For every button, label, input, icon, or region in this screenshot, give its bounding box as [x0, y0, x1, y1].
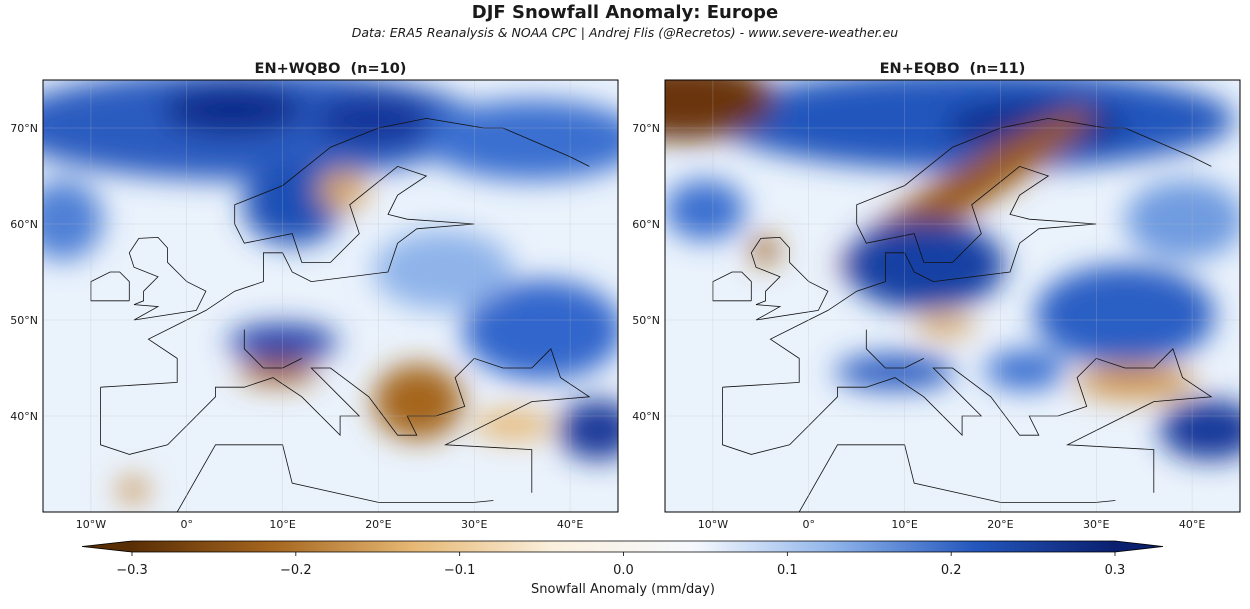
map-field — [43, 80, 618, 512]
x-tick-label: 20°E — [365, 518, 391, 531]
x-tick-label: 40°E — [557, 518, 583, 531]
frame — [42, 79, 619, 513]
colorbar-tick-label: 0.3 — [1105, 563, 1126, 578]
map-panel: 10°W 0° 10°E 20°E 30°E 40°E 40°N 50°N 60°N 70°N — [632, 79, 1241, 531]
panel-title: EN+WQBO (n=10) — [255, 61, 407, 77]
colorbar: Snowfall Anomaly (mm/day) −0.3 −0.2 −0.1 0.… — [81, 540, 1164, 597]
coastline — [712, 117, 1213, 512]
colorbar-extend-high — [1115, 541, 1163, 552]
y-tick-label: 70°N — [10, 122, 38, 135]
x-tick-label: 40°E — [1179, 518, 1205, 531]
subtitle: Data: ERA5 Reanalysis & NOAA CPC | Andre… — [352, 25, 899, 40]
x-tick-label: 10°E — [891, 518, 917, 531]
y-tick-label: 40°N — [10, 410, 38, 423]
graticule — [665, 80, 1240, 512]
colorbar-body — [132, 541, 1115, 552]
colorbar-extend-low — [82, 541, 132, 552]
y-tick-label: 50°N — [632, 314, 660, 327]
colorbar-tick-label: −0.1 — [444, 563, 476, 578]
coastline — [90, 117, 591, 512]
y-tick-label: 60°N — [632, 218, 660, 231]
y-tick-label: 70°N — [632, 122, 660, 135]
graticule — [43, 80, 618, 512]
colorbar-tick-label: 0.0 — [613, 563, 634, 578]
map-panel: 10°W 0° 10°E 20°E 30°E 40°E 40°N 50°N 60°N 70°N — [10, 79, 619, 531]
colorbar-tick-label: −0.2 — [280, 563, 312, 578]
x-tick-label: 30°E — [461, 518, 487, 531]
title: DJF Snowfall Anomaly: Europe — [472, 2, 778, 23]
x-tick-label: 0° — [803, 518, 816, 531]
y-tick-label: 60°N — [10, 218, 38, 231]
x-tick-label: 30°E — [1083, 518, 1109, 531]
colorbar-tick-label: 0.2 — [941, 563, 962, 578]
panel-title: EN+EQBO (n=11) — [880, 61, 1026, 77]
y-tick-label: 50°N — [10, 314, 38, 327]
colorbar-label: Snowfall Anomaly (mm/day) — [531, 582, 715, 597]
y-tick-label: 40°N — [632, 410, 660, 423]
colorbar-tick-label: −0.3 — [116, 563, 148, 578]
x-tick-label: 20°E — [987, 518, 1013, 531]
x-tick-label: 10°E — [269, 518, 295, 531]
map-field — [665, 80, 1240, 512]
colorbar-tick-label: 0.1 — [777, 563, 798, 578]
frame — [664, 79, 1241, 513]
x-tick-label: 0° — [181, 518, 194, 531]
x-tick-label: 10°W — [698, 518, 728, 531]
x-tick-label: 10°W — [76, 518, 106, 531]
